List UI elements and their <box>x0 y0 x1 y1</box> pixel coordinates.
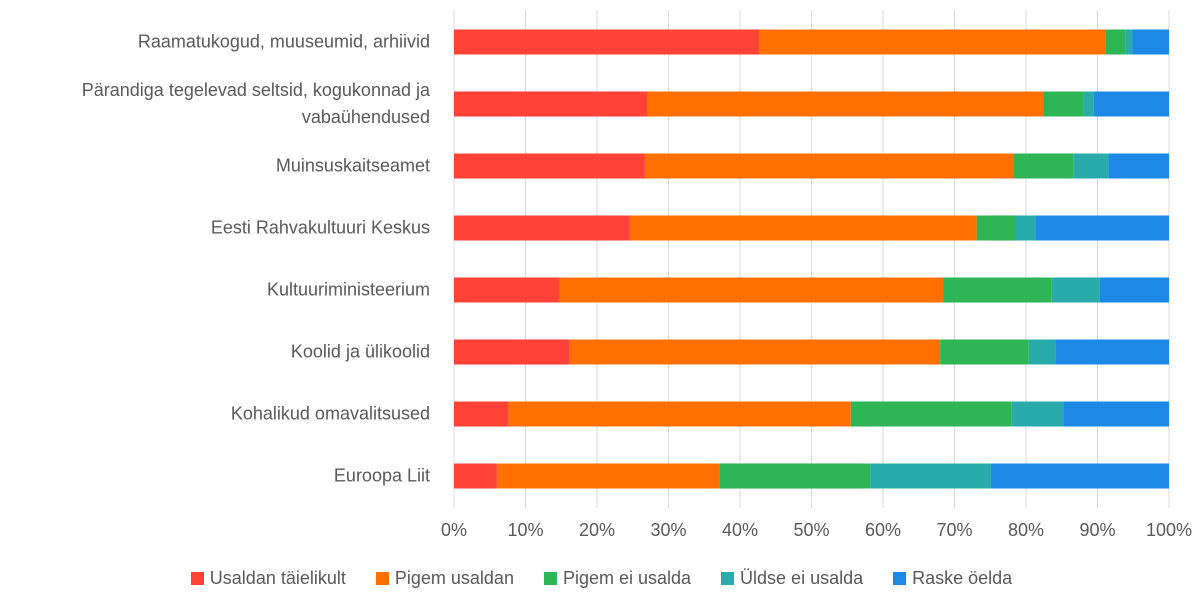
y-tick-label: Pärandiga tegelevad seltsid, kogukonnad … <box>81 80 430 127</box>
y-tick-label: Euroopa Liit <box>333 465 430 486</box>
bar-segment <box>569 339 941 365</box>
bar-segment <box>1036 215 1169 241</box>
bar-segment <box>647 91 1044 117</box>
x-tick-label: 70% <box>936 520 973 540</box>
legend-item: Pigem usaldan <box>375 568 514 589</box>
bar-segment <box>629 215 977 241</box>
bar-segment <box>496 463 720 489</box>
legend-item: Usaldan täielikult <box>190 568 346 589</box>
x-tick-label: 20% <box>578 520 616 540</box>
bar-segment <box>454 463 497 489</box>
x-tick-label: 90% <box>1079 520 1116 540</box>
y-tick-label: Kultuuriministeerium <box>266 279 430 300</box>
bar-segment <box>454 277 560 303</box>
bar-segment <box>1011 401 1064 427</box>
bar-segment <box>1105 29 1126 55</box>
bar-segment <box>1132 29 1169 55</box>
bar-segment <box>870 463 991 489</box>
legend: Usaldan täielikult Pigem usaldan Pigem ei … <box>0 568 1203 589</box>
bar-segment <box>1099 277 1169 303</box>
bar-segment <box>1073 153 1109 179</box>
bar-segment <box>1093 91 1169 117</box>
legend-item: Raske öelda <box>893 568 1012 589</box>
bar-segment <box>719 463 871 489</box>
x-tick-label: 10% <box>507 520 544 540</box>
y-tick-label: Raamatukogud, muuseumid, arhiivid <box>137 31 430 52</box>
bar-segment <box>454 91 648 117</box>
y-tick-label: Muinsuskaitseamet <box>275 155 430 176</box>
bar-segment <box>1108 153 1169 179</box>
bar-segment <box>1083 91 1094 117</box>
bar-segment <box>1013 153 1074 179</box>
bar-segment <box>1125 29 1133 55</box>
legend-swatch <box>543 572 557 585</box>
legend-swatch <box>190 572 204 585</box>
legend-swatch <box>893 572 907 585</box>
bar-segment <box>940 339 1029 365</box>
legend-item: Pigem ei usalda <box>543 568 692 589</box>
x-tick-label: 40% <box>721 520 759 540</box>
bar-segment <box>1055 339 1169 365</box>
bar-segment <box>454 29 760 55</box>
x-tick-label: 0% <box>440 520 468 540</box>
bar-segment <box>454 339 570 365</box>
bar-segment <box>990 463 1169 489</box>
x-tick-label: 30% <box>650 520 687 540</box>
x-tick-label: 60% <box>864 520 902 540</box>
bar-segment <box>759 29 1106 55</box>
legend-label: Pigem ei usalda <box>562 568 692 588</box>
bar-segment <box>1043 91 1084 117</box>
y-tick-label: Kohalikud omavalitsused <box>230 403 430 424</box>
bar-segment <box>1028 339 1056 365</box>
bar-segment <box>644 153 1014 179</box>
bar-segment <box>976 215 1016 241</box>
bar-segment <box>850 401 1012 427</box>
legend-label: Raske öelda <box>912 568 1013 588</box>
y-tick-label: Eesti Rahvakultuuri Keskus <box>210 217 430 238</box>
bar-segment <box>454 401 509 427</box>
legend-item: Üldse ei usalda <box>721 568 863 589</box>
bar-segment <box>454 215 630 241</box>
bar-segment <box>508 401 851 427</box>
bar-segment <box>1051 277 1100 303</box>
legend-swatch <box>721 572 735 585</box>
x-tick-label: 100% <box>1145 520 1193 540</box>
y-tick-label: Koolid ja ülikoolid <box>290 341 430 362</box>
x-tick-label: 50% <box>793 520 830 540</box>
legend-swatch <box>375 572 389 585</box>
bar-segment <box>454 153 645 179</box>
legend-label: Üldse ei usalda <box>740 568 864 588</box>
legend-label: Usaldan täielikult <box>209 568 346 588</box>
bar-segment <box>1063 401 1169 427</box>
bar-segment <box>943 277 1052 303</box>
x-tick-label: 80% <box>1007 520 1045 540</box>
bar-segment <box>559 277 944 303</box>
legend-label: Pigem usaldan <box>394 568 514 588</box>
bar-segment <box>1015 215 1037 241</box>
